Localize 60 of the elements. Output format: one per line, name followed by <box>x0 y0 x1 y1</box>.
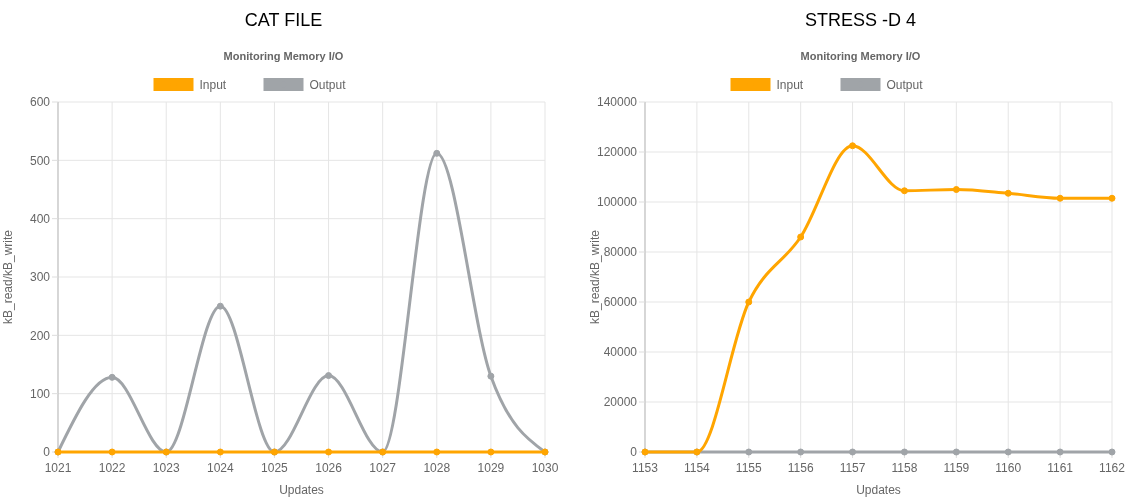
point <box>1108 194 1116 202</box>
y-tick-label: 600 <box>29 95 51 110</box>
y-tick-label: 0 <box>630 445 638 460</box>
x-tick-label: 1022 <box>98 461 126 475</box>
y-tick-label: 20000 <box>603 395 638 410</box>
y-tick-label: 0 <box>43 445 51 460</box>
legend-label: Input <box>776 78 804 92</box>
point <box>745 298 753 306</box>
x-tick-label: 1160 <box>995 461 1022 475</box>
y-tick-label: 40000 <box>603 345 638 360</box>
x-tick-label: 1159 <box>943 461 970 475</box>
chart-subtitle: Monitoring Memory I/O <box>223 50 344 62</box>
y-tick-label: 140000 <box>596 95 638 110</box>
legend-label: Input <box>199 78 227 92</box>
point <box>108 373 116 381</box>
y-tick-label: 100 <box>29 386 51 401</box>
y-tick-label: 60000 <box>603 295 638 310</box>
point <box>1056 194 1064 202</box>
x-axis-title: Updates <box>279 483 324 497</box>
y-tick-label: 120000 <box>596 145 638 160</box>
x-tick-label: 1156 <box>787 461 814 475</box>
x-tick-label: 1025 <box>261 461 289 475</box>
point <box>797 233 805 241</box>
chart-title: CAT FILE <box>244 10 323 30</box>
point <box>487 372 495 380</box>
x-tick-label: 1158 <box>891 461 918 475</box>
chart-subtitle: Monitoring Memory I/O <box>800 50 921 62</box>
y-axis-title: kB_read/kB_write <box>1 229 15 325</box>
y-tick-label: 400 <box>29 211 51 226</box>
x-tick-label: 1030 <box>531 461 559 475</box>
y-tick-label: 300 <box>29 270 51 285</box>
x-tick-label: 1028 <box>423 461 451 475</box>
y-tick-label: 200 <box>29 328 51 343</box>
chart-title: STRESS -D 4 <box>804 10 917 30</box>
x-tick-label: 1027 <box>369 461 397 475</box>
x-tick-label: 1153 <box>632 461 659 475</box>
x-tick-label: 1157 <box>839 461 866 475</box>
x-tick-label: 1161 <box>1047 461 1074 475</box>
point <box>1004 189 1012 197</box>
x-tick-label: 1021 <box>44 461 72 475</box>
y-tick-label: 80000 <box>603 245 638 260</box>
point <box>433 149 441 157</box>
legend-label: Output <box>886 78 924 92</box>
x-tick-label: 1026 <box>315 461 343 475</box>
x-tick-label: 1154 <box>683 461 711 475</box>
y-tick-label: 500 <box>29 153 51 168</box>
x-axis-title: Updates <box>856 483 901 497</box>
point <box>216 302 224 310</box>
x-tick-label: 1162 <box>1099 461 1126 475</box>
y-axis-title: kB_read/kB_write <box>588 229 602 325</box>
x-tick-label: 1029 <box>477 461 505 475</box>
point <box>900 187 908 195</box>
point <box>325 372 333 380</box>
x-tick-label: 1024 <box>206 461 234 475</box>
x-tick-label: 1023 <box>152 461 180 475</box>
legend-label: Output <box>309 78 347 92</box>
x-tick-label: 1155 <box>735 461 762 475</box>
point <box>849 142 857 150</box>
y-tick-label: 100000 <box>596 195 638 210</box>
point <box>952 186 960 193</box>
